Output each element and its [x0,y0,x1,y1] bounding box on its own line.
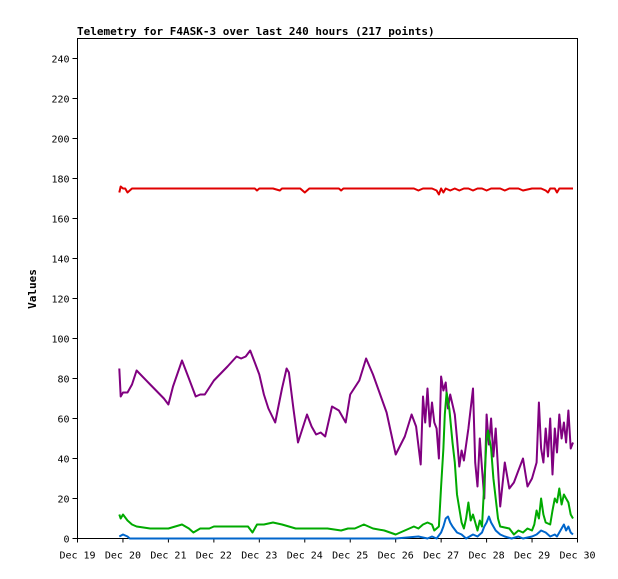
y-tick-label: 200 [51,135,69,146]
y-tick-label: 20 [57,495,69,506]
series-line-1 [118,185,573,196]
plot-frame [77,38,578,539]
series-line-2 [118,349,574,508]
chart-title: Telemetry for F4ASK-3 over last 240 hour… [77,25,435,38]
y-axis: 0 20 40 60 80 100 120 140 160 180 200 220 240 [51,55,78,546]
y-tick-label: 0 [63,535,69,546]
y-tick-label: 140 [51,255,69,266]
y-tick-label: 240 [51,55,69,66]
x-tick-label: Dec 23 [241,551,277,562]
y-axis-label: Values [26,269,39,309]
y-tick-label: 160 [51,215,69,226]
series-layer [118,185,574,540]
y-tick-label: 220 [51,95,69,106]
x-tick-label: Dec 19 [59,551,95,562]
series-line-3 [118,391,574,536]
y-tick-label: 80 [57,375,69,386]
series-line-4 [118,515,574,540]
x-tick-label: Dec 29 [514,551,550,562]
y-tick-label: 60 [57,415,69,426]
y-tick-label: 120 [51,295,69,306]
x-axis: Dec 19 Dec 20 Dec 21 Dec 22 Dec 23 Dec 24 Dec … [59,538,596,562]
x-tick-label: Dec 27 [423,551,459,562]
x-tick-label: Dec 25 [332,551,368,562]
x-tick-label: Dec 21 [150,551,186,562]
x-tick-label: Dec 22 [196,551,232,562]
y-tick-label: 180 [51,175,69,186]
x-tick-label: Dec 24 [287,551,323,562]
y-tick-label: 100 [51,335,69,346]
x-tick-label: Dec 26 [378,551,414,562]
x-tick-label: Dec 20 [105,551,141,562]
x-tick-label: Dec 30 [559,551,595,562]
x-tick-label: Dec 28 [469,551,505,562]
y-tick-label: 40 [57,455,69,466]
